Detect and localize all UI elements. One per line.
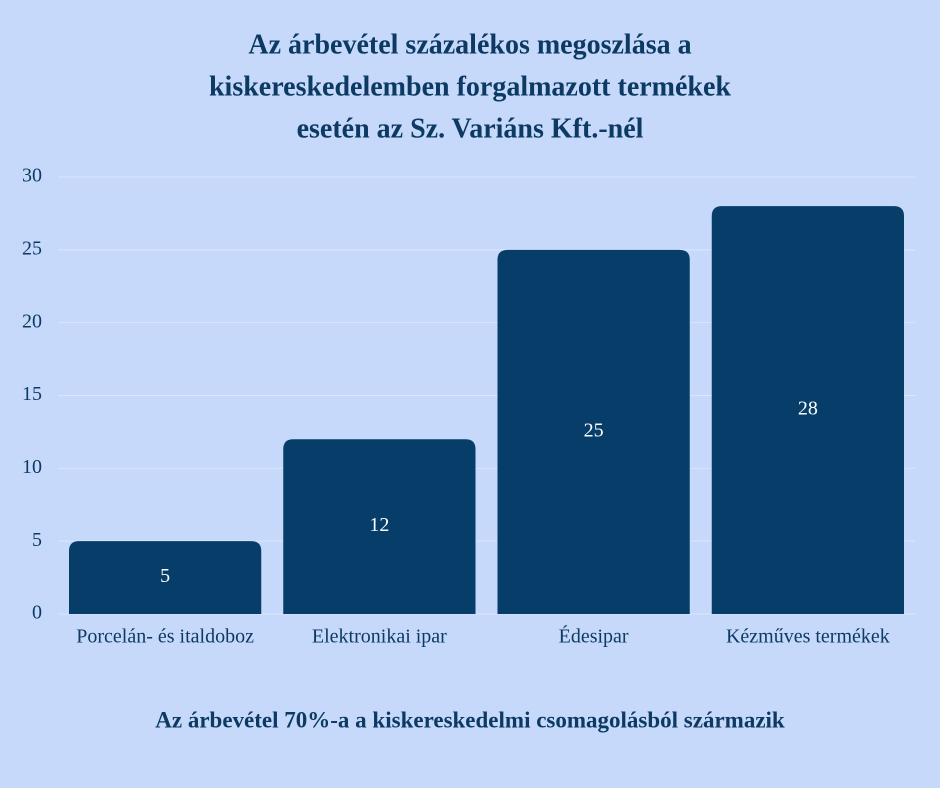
annotation: Az árbevétel 70%-a a kiskereskedelmi cso…: [155, 707, 785, 732]
x-tick-label: Édesipar: [559, 625, 629, 648]
bar: [497, 249, 690, 615]
value-label: 5: [160, 565, 170, 587]
y-tick-label: 15: [22, 383, 42, 405]
y-tick-label: 5: [32, 529, 42, 551]
bar: [283, 439, 476, 614]
chart-title: Az árbevétel százalékos megoszlása a: [248, 29, 691, 60]
y-tick-label: 10: [22, 456, 42, 478]
value-label: 12: [369, 514, 389, 536]
bar: [69, 541, 262, 614]
y-tick-label: 0: [32, 602, 42, 624]
chart-title: esetén az Sz. Variáns Kft.-nél: [297, 113, 644, 144]
bar: [711, 206, 904, 614]
y-tick-label: 30: [22, 165, 42, 187]
value-label: 25: [584, 420, 604, 442]
y-tick-label: 25: [22, 237, 42, 259]
chart-title: kiskereskedelemben forgalmazott termékek: [209, 71, 731, 102]
y-tick-label: 20: [22, 310, 42, 332]
x-tick-label: Porcelán- és italdoboz: [76, 626, 254, 648]
x-tick-label: Kézműves termékek: [726, 626, 890, 648]
value-label: 28: [798, 398, 818, 420]
x-tick-label: Elektronikai ipar: [312, 626, 447, 648]
